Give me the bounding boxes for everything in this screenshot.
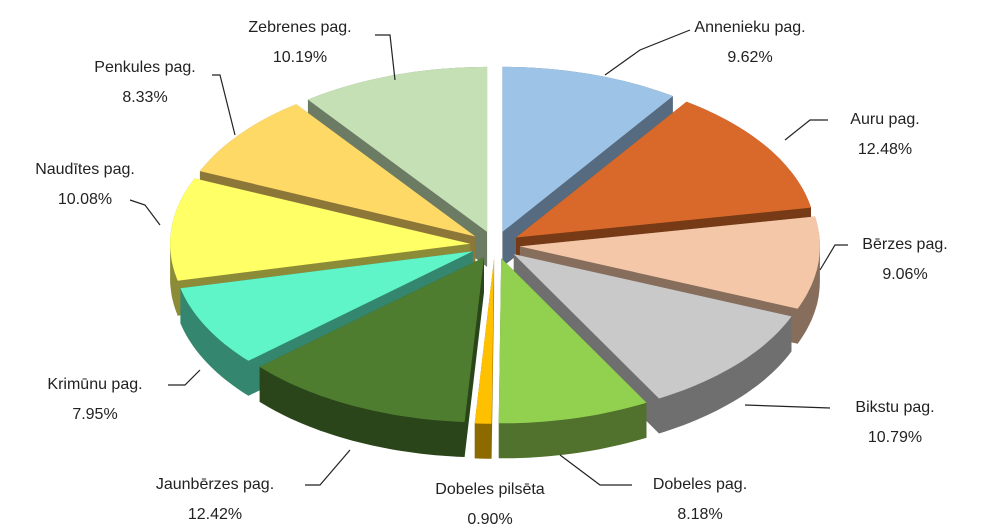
slice-label: Krimūnu pag.	[47, 376, 142, 393]
slice-value: 9.62%	[727, 49, 772, 66]
slice-value: 12.42%	[188, 506, 242, 523]
slice-label: Bērzes pag.	[862, 236, 947, 253]
slice-label: Naudītes pag.	[35, 161, 135, 178]
pie-slice	[474, 258, 495, 459]
slice-top	[516, 101, 811, 238]
leader-line	[212, 74, 236, 136]
leader-line	[819, 244, 848, 271]
slice-top	[513, 254, 792, 399]
slice-label: Zebrenes pag.	[248, 19, 351, 36]
slice-top	[170, 178, 471, 281]
leader-line	[305, 449, 351, 486]
slice-top	[180, 251, 473, 361]
slice-label: Dobeles pag.	[653, 476, 747, 493]
slice-value: 10.08%	[58, 191, 112, 208]
slice-label: Bikstu pag.	[855, 399, 934, 416]
pie-slice	[180, 251, 473, 396]
slice-label: Auru pag.	[850, 111, 919, 128]
slice-value: 10.19%	[273, 49, 327, 66]
slice-label: Annenieku pag.	[694, 19, 805, 36]
slice-label: Dobeles pilsēta	[435, 481, 545, 498]
slice-value: 0.90%	[467, 511, 512, 527]
slice-top	[519, 216, 820, 309]
slice-value: 12.48%	[858, 141, 912, 158]
leader-line	[168, 369, 201, 386]
slice-top	[502, 66, 673, 232]
leader-line	[744, 404, 831, 409]
pie-slice	[513, 254, 792, 434]
slice-label: Penkules pag.	[94, 59, 195, 76]
slice-value: 8.33%	[122, 89, 167, 106]
leader-line	[559, 454, 632, 486]
leader-line	[375, 34, 396, 81]
leader-line	[604, 29, 691, 76]
slice-value: 10.79%	[868, 429, 922, 446]
slice-value: 7.95%	[72, 406, 117, 423]
slice-value: 8.18%	[677, 506, 722, 523]
slice-value: 9.06%	[882, 266, 927, 283]
slice-top	[259, 257, 484, 422]
slice-top	[199, 104, 476, 237]
pie-slice	[498, 258, 647, 459]
leader-line	[784, 119, 828, 141]
pie-slice	[259, 257, 484, 457]
slice-top	[307, 66, 488, 232]
leader-line	[129, 199, 161, 226]
slice-top	[474, 258, 495, 424]
slice-label: Jaunbērzes pag.	[156, 476, 274, 493]
slice-top	[498, 258, 647, 424]
